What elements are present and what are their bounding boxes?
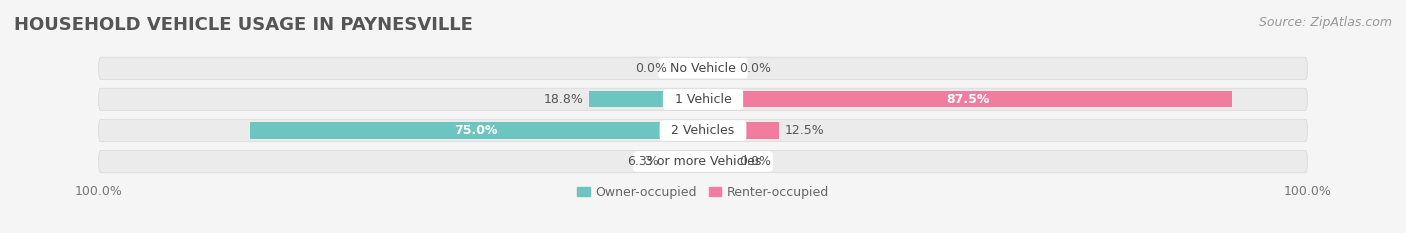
Text: 75.0%: 75.0%: [454, 124, 498, 137]
Text: 1 Vehicle: 1 Vehicle: [666, 93, 740, 106]
Bar: [250, 122, 703, 139]
FancyBboxPatch shape: [98, 57, 1308, 79]
Text: 18.8%: 18.8%: [544, 93, 583, 106]
Legend: Owner-occupied, Renter-occupied: Owner-occupied, Renter-occupied: [578, 186, 828, 199]
Text: 0.0%: 0.0%: [634, 62, 666, 75]
Text: 0.0%: 0.0%: [740, 62, 772, 75]
Text: 87.5%: 87.5%: [946, 93, 990, 106]
Text: Source: ZipAtlas.com: Source: ZipAtlas.com: [1258, 16, 1392, 29]
FancyBboxPatch shape: [98, 119, 1308, 142]
FancyBboxPatch shape: [98, 88, 1308, 111]
Bar: [703, 91, 1232, 107]
Bar: [665, 154, 703, 170]
Text: No Vehicle: No Vehicle: [662, 62, 744, 75]
Bar: [673, 60, 703, 76]
Bar: [589, 91, 703, 107]
Text: HOUSEHOLD VEHICLE USAGE IN PAYNESVILLE: HOUSEHOLD VEHICLE USAGE IN PAYNESVILLE: [14, 16, 472, 34]
Text: 2 Vehicles: 2 Vehicles: [664, 124, 742, 137]
FancyBboxPatch shape: [98, 150, 1308, 173]
Bar: [703, 122, 779, 139]
Text: 12.5%: 12.5%: [785, 124, 824, 137]
Text: 3 or more Vehicles: 3 or more Vehicles: [637, 155, 769, 168]
Text: 0.0%: 0.0%: [740, 155, 772, 168]
Bar: [703, 154, 733, 170]
Bar: [703, 60, 733, 76]
Text: 6.3%: 6.3%: [627, 155, 659, 168]
